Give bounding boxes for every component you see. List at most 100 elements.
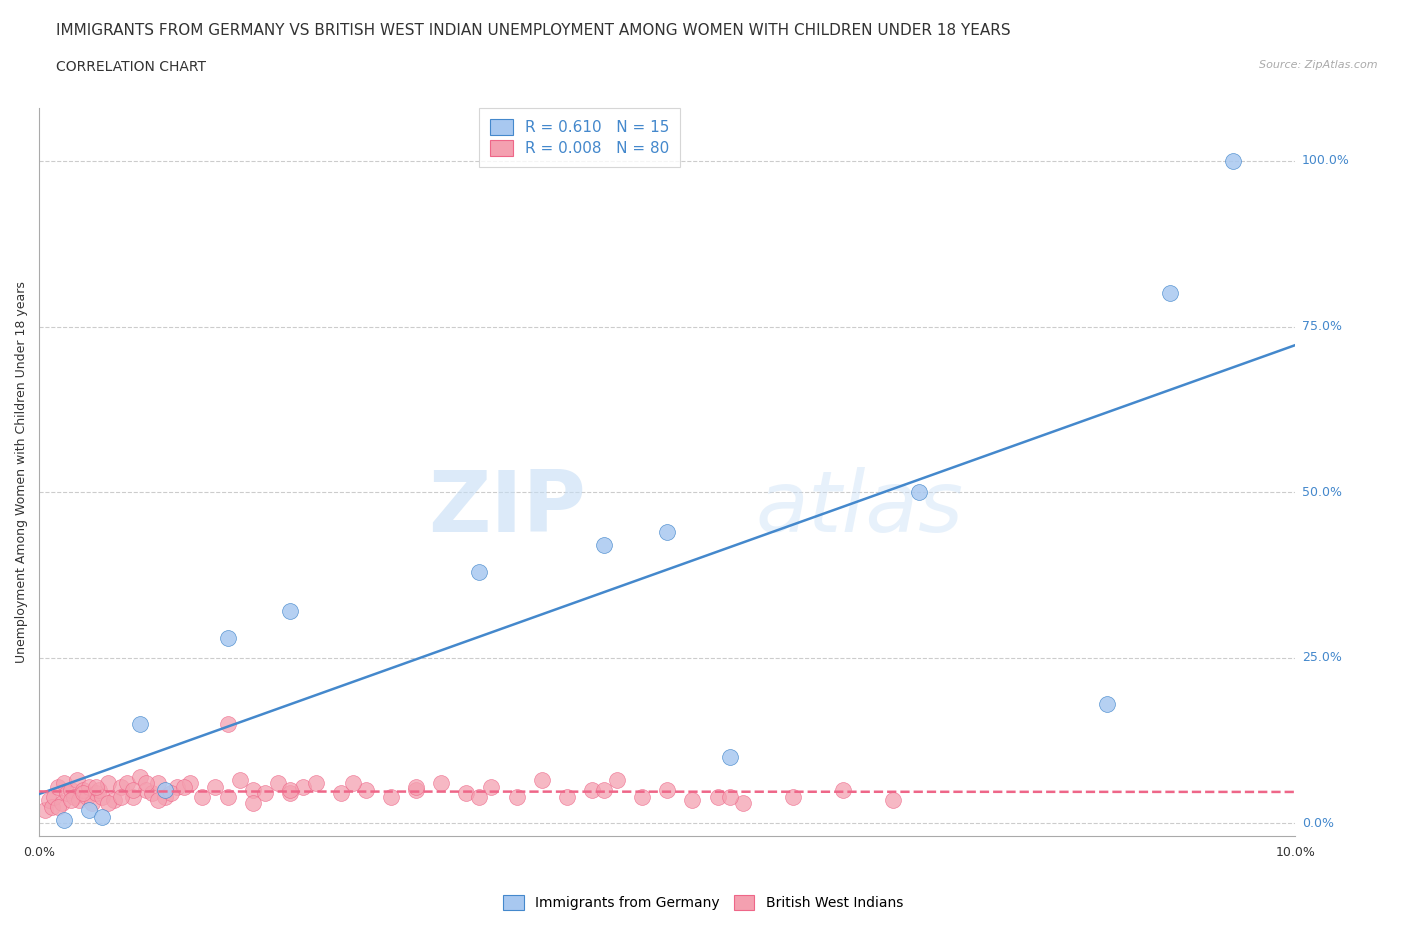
Point [254,786,277,801]
Point [122,790,145,804]
Point [657,525,679,539]
Point [217,716,239,731]
Point [555,790,578,804]
Point [148,776,170,790]
Point [135,776,157,790]
Point [657,783,679,798]
Point [153,790,176,804]
Y-axis label: Unemployment Among Women with Children Under 18 years: Unemployment Among Women with Children U… [15,281,28,663]
Legend: Immigrants from Germany, British West Indians: Immigrants from Germany, British West In… [495,887,911,919]
Point [530,773,553,788]
Point [63,790,86,804]
Point [84,786,107,801]
Point [242,783,264,798]
Point [148,792,170,807]
Text: CORRELATION CHART: CORRELATION CHART [56,60,207,74]
Point [681,792,703,807]
Point [173,779,195,794]
Point [217,631,239,645]
Point [329,786,352,801]
Text: 0.0%: 0.0% [1302,817,1334,830]
Point [1095,697,1118,711]
Point [505,790,527,804]
Point [280,604,302,618]
Point [782,790,804,804]
Point [304,776,326,790]
Text: IMMIGRANTS FROM GERMANY VS BRITISH WEST INDIAN UNEMPLOYMENT AMONG WOMEN WITH CHI: IMMIGRANTS FROM GERMANY VS BRITISH WEST … [56,23,1011,38]
Point [84,779,107,794]
Point [882,792,904,807]
Point [280,786,302,801]
Point [718,790,741,804]
Text: 75.0%: 75.0% [1302,320,1341,333]
Point [481,779,503,794]
Point [631,790,654,804]
Point [59,792,82,807]
Point [354,783,377,798]
Point [67,792,90,807]
Point [191,790,214,804]
Point [72,786,94,801]
Point [122,783,145,798]
Point [267,776,290,790]
Point [53,776,76,790]
Point [97,796,120,811]
Point [53,813,76,828]
Point [405,783,427,798]
Point [718,750,741,764]
Text: 50.0%: 50.0% [1302,485,1341,498]
Text: Source: ZipAtlas.com: Source: ZipAtlas.com [1260,60,1378,71]
Point [430,776,453,790]
Point [44,790,66,804]
Point [51,796,73,811]
Point [46,799,69,814]
Point [103,792,125,807]
Point [80,796,103,811]
Point [342,776,364,790]
Point [593,538,616,552]
Point [153,783,176,798]
Point [405,779,427,794]
Point [97,776,120,790]
Point [166,779,188,794]
Text: atlas: atlas [755,467,963,551]
Point [229,773,252,788]
Point [90,809,112,824]
Point [593,783,616,798]
Point [380,790,402,804]
Point [128,769,150,784]
Point [89,783,111,798]
Point [90,790,112,804]
Point [468,790,491,804]
Point [179,776,201,790]
Point [468,565,491,579]
Text: 25.0%: 25.0% [1302,651,1341,664]
Point [606,773,628,788]
Point [1222,153,1244,168]
Point [79,803,101,817]
Point [115,776,138,790]
Point [34,803,56,817]
Point [280,783,302,798]
Point [41,799,63,814]
Text: 100.0%: 100.0% [1302,154,1350,167]
Point [217,790,239,804]
Text: ZIP: ZIP [427,467,586,551]
Point [110,790,132,804]
Point [72,783,94,798]
Point [907,485,929,499]
Point [141,786,163,801]
Point [291,779,314,794]
Point [38,792,60,807]
Point [46,779,69,794]
Point [76,790,98,804]
Point [204,779,226,794]
Point [110,779,132,794]
Legend: R = 0.610   N = 15, R = 0.008   N = 80: R = 0.610 N = 15, R = 0.008 N = 80 [479,109,681,167]
Point [59,783,82,798]
Point [1159,286,1181,301]
Point [128,716,150,731]
Point [79,779,101,794]
Point [706,790,728,804]
Point [242,796,264,811]
